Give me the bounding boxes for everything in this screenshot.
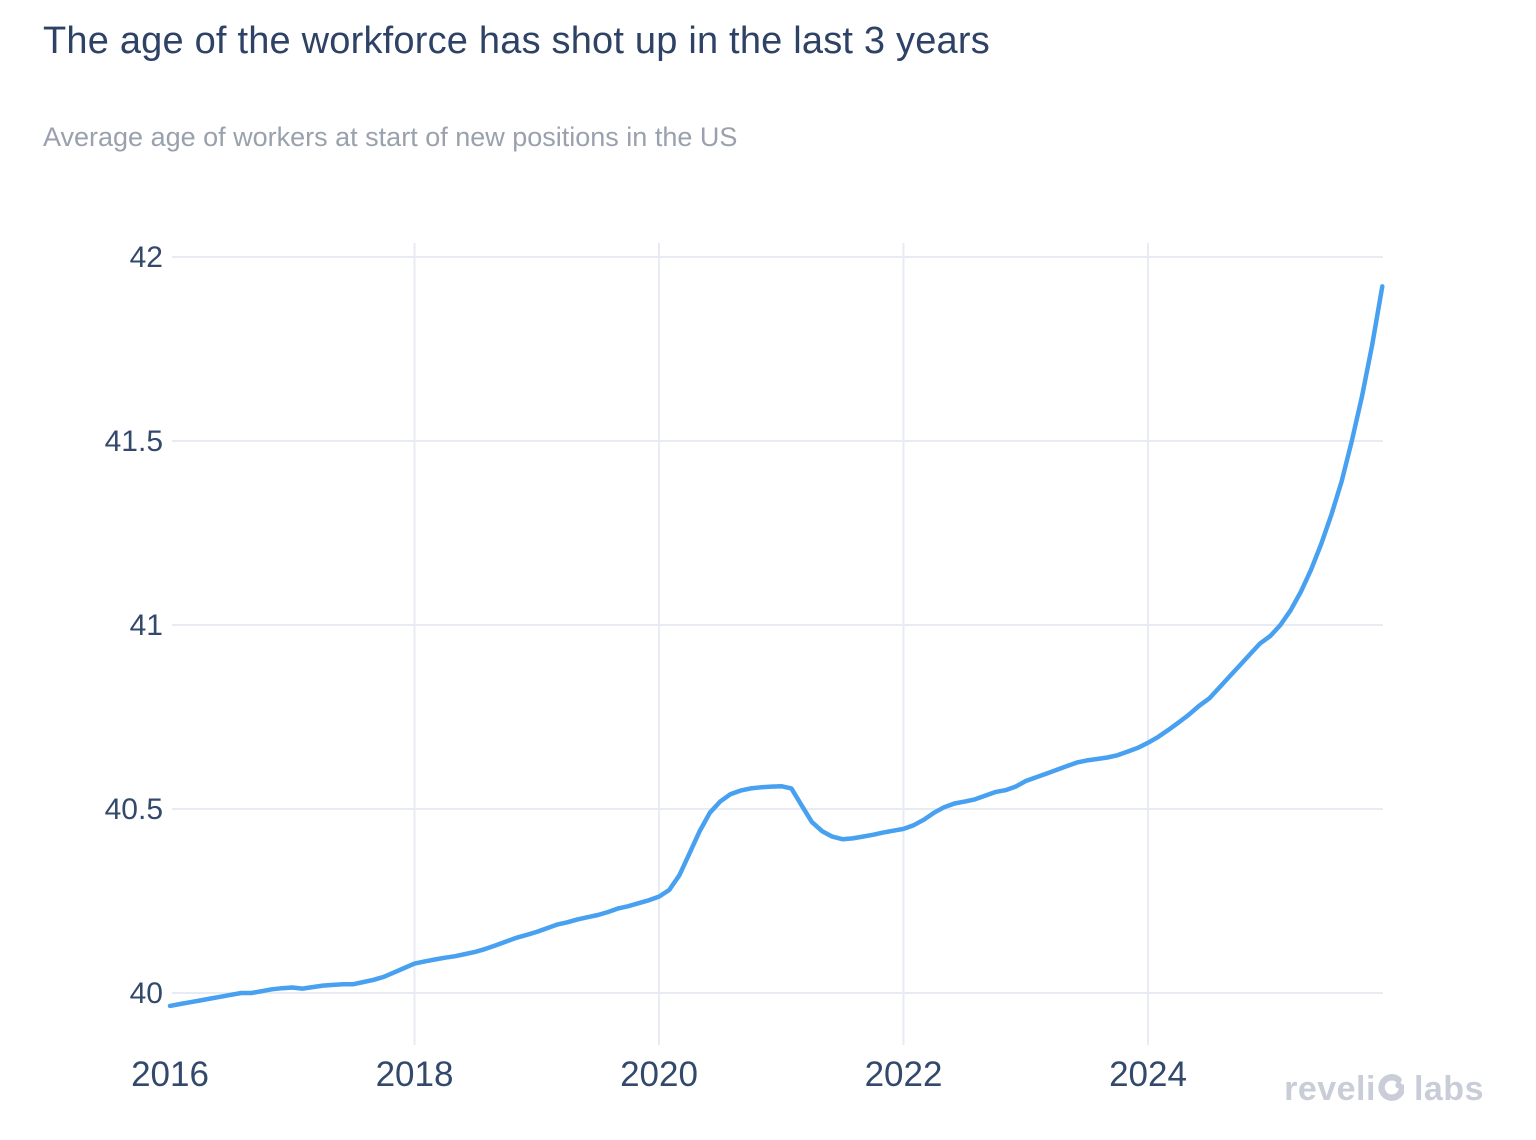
x-gridlines [413, 243, 1149, 1045]
x-tick-label: 2022 [865, 1055, 943, 1094]
y-tick-label: 41 [130, 609, 163, 642]
x-tick-label: 2018 [376, 1055, 454, 1094]
trend-line [167, 284, 1385, 1009]
logo-text-right: labs [1413, 1070, 1484, 1108]
y-tick-label: 42 [130, 241, 163, 274]
chart-subtitle: Average age of workers at start of new p… [43, 122, 738, 152]
x-tick-label: 2016 [131, 1055, 209, 1094]
chart-title: The age of the workforce has shot up in … [43, 20, 990, 62]
average-age-line [167, 284, 1385, 1009]
y-tick-label: 40 [130, 977, 163, 1010]
logo-text-left: reveli [1284, 1070, 1376, 1108]
x-tick-labels: 2016 2018 2020 2022 2024 [131, 1055, 1187, 1094]
x-tick-label: 2020 [620, 1055, 698, 1094]
y-gridlines [172, 256, 1383, 994]
x-tick-label: 2024 [1109, 1055, 1187, 1094]
y-tick-labels: 40 40.5 41 41.5 42 [105, 241, 163, 1010]
revelio-o-icon [1377, 1071, 1406, 1110]
y-tick-label: 40.5 [105, 793, 163, 826]
revelio-labs-logo: reveli labs [1284, 1069, 1484, 1110]
y-tick-label: 41.5 [105, 425, 163, 458]
